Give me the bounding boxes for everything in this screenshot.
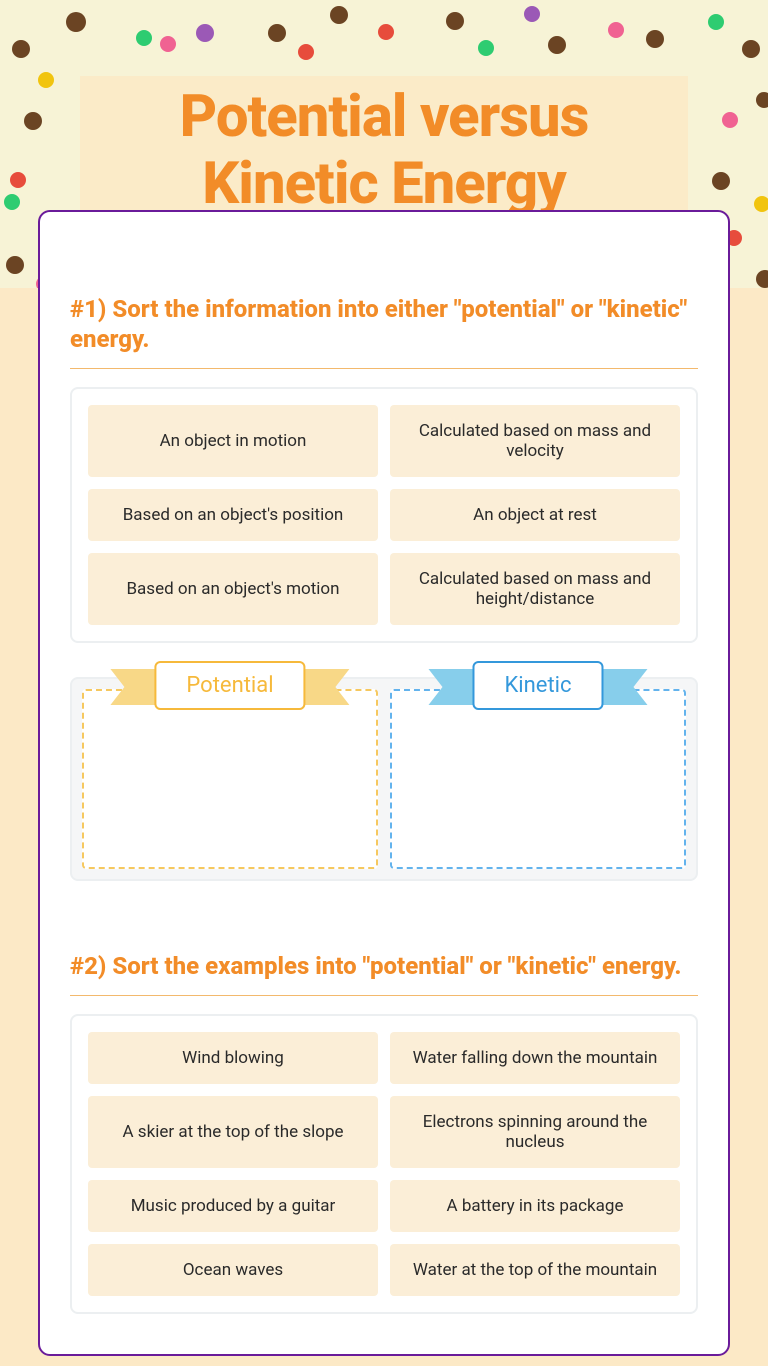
q1-title: #1) Sort the information into either "po… bbox=[70, 294, 698, 354]
draggable-card[interactable]: Electrons spinning around the nucleus bbox=[390, 1096, 680, 1168]
draggable-card[interactable]: Music produced by a guitar bbox=[88, 1180, 378, 1232]
drop-zone-kinetic[interactable]: Kinetic bbox=[390, 689, 686, 869]
confetti-dot bbox=[10, 172, 26, 188]
draggable-card[interactable]: Ocean waves bbox=[88, 1244, 378, 1296]
confetti-dot bbox=[268, 24, 286, 42]
confetti-dot bbox=[136, 30, 152, 46]
q2-cards-box: Wind blowingWater falling down the mount… bbox=[70, 1014, 698, 1314]
draggable-card[interactable]: Calculated based on mass and height/dist… bbox=[390, 553, 680, 625]
q1-cards-box: An object in motionCalculated based on m… bbox=[70, 387, 698, 643]
confetti-dot bbox=[24, 112, 42, 130]
confetti-dot bbox=[298, 44, 314, 60]
confetti-dot bbox=[756, 92, 768, 108]
confetti-dot bbox=[12, 40, 30, 58]
kinetic-label: Kinetic bbox=[472, 661, 603, 710]
draggable-card[interactable]: An object in motion bbox=[88, 405, 378, 477]
confetti-dot bbox=[66, 12, 86, 32]
confetti-dot bbox=[196, 24, 214, 42]
divider bbox=[70, 995, 698, 996]
confetti-dot bbox=[160, 36, 176, 52]
q2-title: #2) Sort the examples into "potential" o… bbox=[70, 951, 698, 981]
draggable-card[interactable]: An object at rest bbox=[390, 489, 680, 541]
confetti-dot bbox=[378, 24, 394, 40]
title-box: Potential versus Kinetic Energy bbox=[80, 76, 688, 231]
confetti-dot bbox=[646, 30, 664, 48]
confetti-dot bbox=[6, 256, 24, 274]
page-title: Potential versus Kinetic Energy bbox=[92, 84, 676, 217]
divider bbox=[70, 368, 698, 369]
confetti-dot bbox=[4, 194, 20, 210]
confetti-dot bbox=[478, 40, 494, 56]
confetti-dot bbox=[330, 6, 348, 24]
confetti-dot bbox=[722, 112, 738, 128]
drop-zone-potential[interactable]: Potential bbox=[82, 689, 378, 869]
confetti-dot bbox=[756, 270, 768, 288]
confetti-dot bbox=[708, 14, 724, 30]
confetti-dot bbox=[38, 72, 54, 88]
confetti-dot bbox=[608, 22, 624, 38]
draggable-card[interactable]: Water at the top of the mountain bbox=[390, 1244, 680, 1296]
confetti-dot bbox=[446, 12, 464, 30]
q1-drop-area: Potential Kinetic bbox=[70, 677, 698, 881]
potential-ribbon: Potential bbox=[154, 661, 305, 710]
confetti-dot bbox=[548, 36, 566, 54]
kinetic-ribbon: Kinetic bbox=[472, 661, 603, 710]
confetti-dot bbox=[742, 40, 760, 58]
draggable-card[interactable]: Calculated based on mass and velocity bbox=[390, 405, 680, 477]
draggable-card[interactable]: A skier at the top of the slope bbox=[88, 1096, 378, 1168]
draggable-card[interactable]: Based on an object's position bbox=[88, 489, 378, 541]
potential-label: Potential bbox=[154, 661, 305, 710]
confetti-dot bbox=[712, 172, 730, 190]
content-panel: #1) Sort the information into either "po… bbox=[38, 210, 730, 1356]
confetti-dot bbox=[524, 6, 540, 22]
draggable-card[interactable]: Wind blowing bbox=[88, 1032, 378, 1084]
confetti-dot bbox=[754, 196, 768, 212]
draggable-card[interactable]: Based on an object's motion bbox=[88, 553, 378, 625]
draggable-card[interactable]: Water falling down the mountain bbox=[390, 1032, 680, 1084]
draggable-card[interactable]: A battery in its package bbox=[390, 1180, 680, 1232]
